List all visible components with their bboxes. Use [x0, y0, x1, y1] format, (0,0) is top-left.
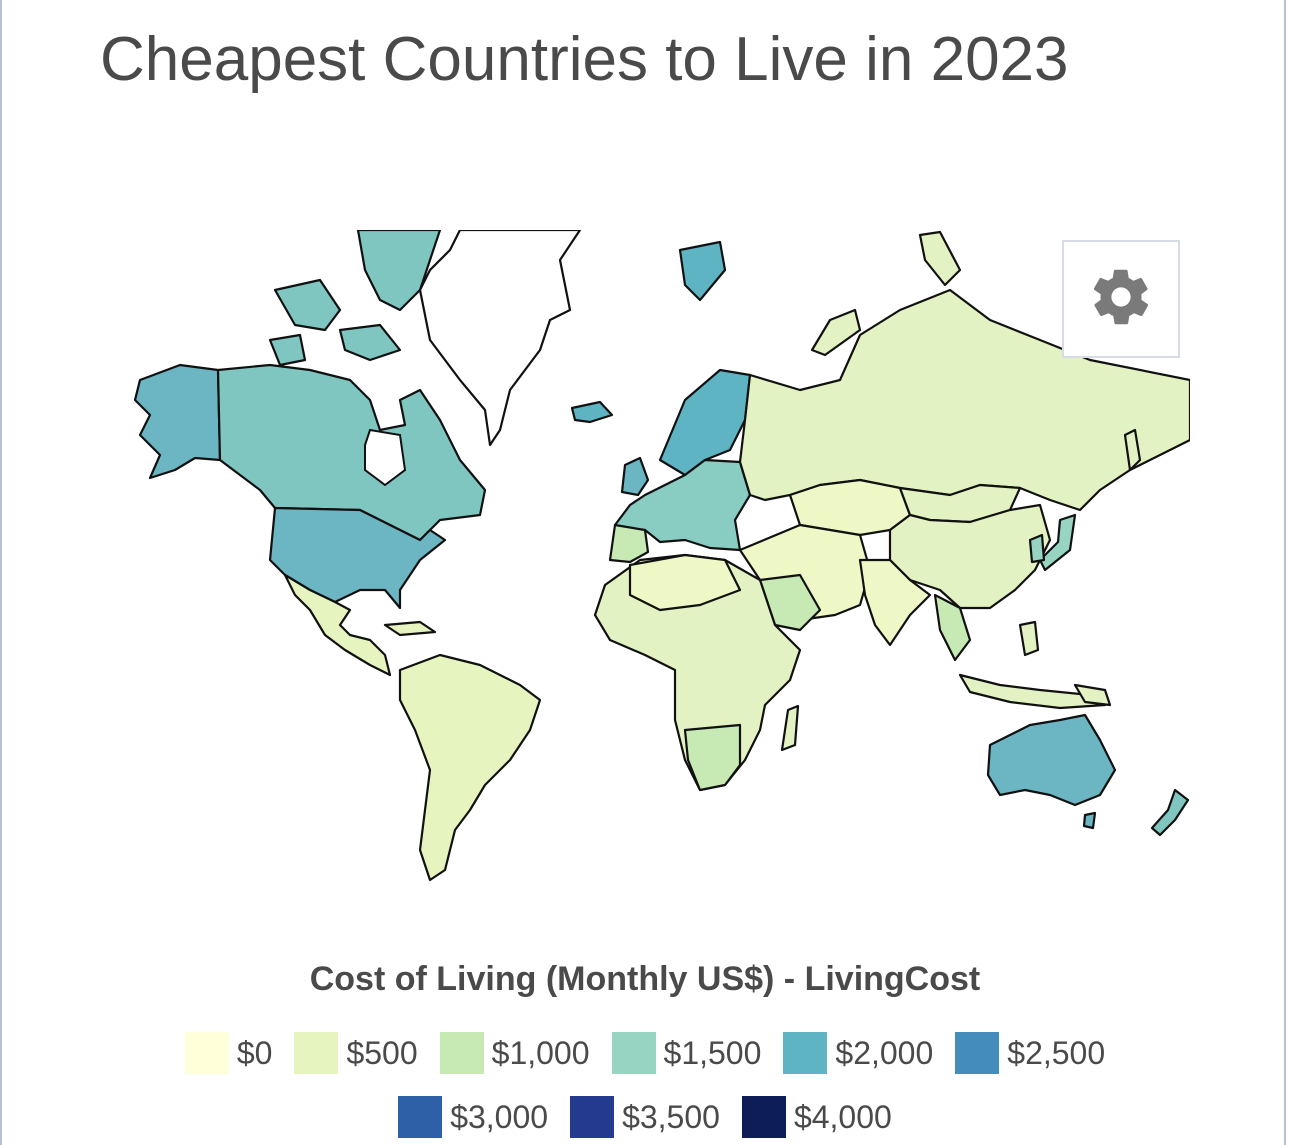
legend-item[interactable]: $500 — [294, 1032, 418, 1074]
region-korea[interactable] — [1028, 533, 1046, 564]
region-svalbard[interactable] — [678, 240, 727, 302]
legend-swatch — [611, 1032, 656, 1074]
legend-label: $4,000 — [793, 1098, 892, 1135]
legend-swatch — [184, 1032, 229, 1074]
world-map[interactable] — [100, 230, 1190, 890]
region-africa[interactable] — [593, 553, 802, 792]
region-papua-new-guinea[interactable] — [1073, 683, 1112, 707]
region-southeast-asia[interactable] — [933, 593, 972, 662]
legend-title: Cost of Living (Monthly US$) - LivingCos… — [309, 960, 981, 998]
region-arctic-islands-2[interactable] — [268, 278, 402, 367]
legend-swatch — [741, 1096, 786, 1138]
region-philippines[interactable] — [1018, 620, 1040, 657]
legend-item[interactable]: $4,000 — [741, 1096, 892, 1138]
legend-swatch — [570, 1096, 615, 1138]
region-canada[interactable] — [216, 363, 487, 542]
legend-swatch — [294, 1032, 339, 1074]
legend-label: $0 — [236, 1034, 273, 1071]
gear-icon — [1088, 264, 1154, 335]
region-arctic-islands[interactable] — [356, 230, 442, 312]
legend-item[interactable]: $1,000 — [439, 1032, 590, 1074]
region-japan[interactable] — [1038, 513, 1077, 572]
legend-row-2: $3,000 $3,500 $4,000 — [0, 1096, 1290, 1138]
region-iberia[interactable] — [608, 523, 650, 564]
region-russian-arctic-islands[interactable] — [810, 230, 962, 357]
region-hudson-bay — [364, 428, 407, 487]
legend-label: $2,000 — [835, 1034, 934, 1071]
region-russia[interactable] — [738, 288, 1190, 512]
region-north-africa[interactable] — [628, 553, 742, 612]
region-madagascar[interactable] — [780, 704, 800, 752]
legend-item[interactable]: $2,000 — [783, 1032, 933, 1074]
settings-button[interactable] — [1062, 240, 1180, 358]
region-china[interactable] — [888, 503, 1052, 610]
legend-label: $1,000 — [491, 1034, 590, 1071]
legend-item[interactable]: $1,500 — [611, 1032, 762, 1074]
legend-label: $500 — [346, 1034, 418, 1071]
legend-label: $3,000 — [450, 1098, 549, 1135]
legend-row-1: $0 $500 $1,000 $1,500 $2,000 $2,500 — [0, 1032, 1290, 1074]
page-title: Cheapest Countries to Live in 2023 — [100, 25, 1069, 94]
region-sakhalin[interactable] — [1123, 428, 1142, 472]
legend-item[interactable]: $2,500 — [955, 1032, 1105, 1074]
region-south-america[interactable] — [398, 653, 542, 882]
legend-label: $3,500 — [622, 1098, 720, 1135]
legend-label: $1,500 — [663, 1034, 762, 1071]
legend-item[interactable]: $3,000 — [398, 1096, 548, 1138]
legend-swatch — [955, 1032, 1000, 1074]
legend-item[interactable]: $0 — [184, 1032, 273, 1074]
region-mexico[interactable] — [283, 573, 392, 677]
region-greenland[interactable] — [418, 230, 582, 447]
legend-swatch — [439, 1032, 484, 1074]
region-tasmania[interactable] — [1082, 811, 1097, 830]
region-uk[interactable] — [620, 456, 650, 497]
region-australia[interactable] — [986, 713, 1117, 807]
legend-swatch — [783, 1032, 828, 1074]
region-india[interactable] — [858, 558, 932, 647]
region-alaska[interactable] — [133, 363, 222, 480]
region-iceland[interactable] — [570, 400, 614, 424]
region-cuba[interactable] — [383, 620, 437, 637]
legend-item[interactable]: $3,500 — [570, 1096, 720, 1138]
region-new-zealand[interactable] — [1150, 788, 1190, 837]
region-southern-africa[interactable] — [683, 723, 742, 792]
legend-swatch — [398, 1096, 443, 1138]
legend-label: $2,500 — [1007, 1034, 1106, 1071]
